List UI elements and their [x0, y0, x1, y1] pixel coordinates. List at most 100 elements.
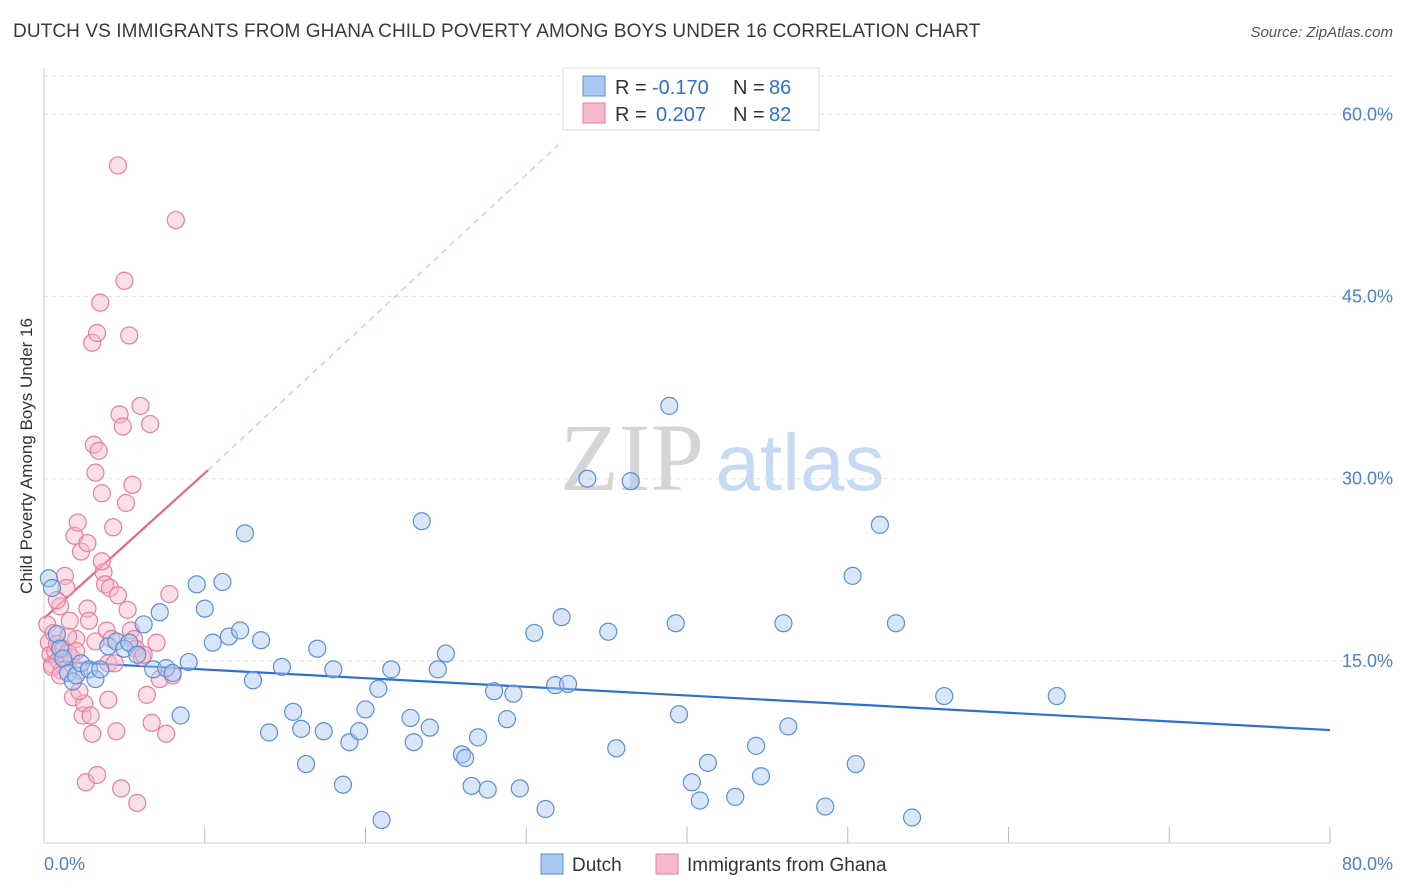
dutch-point-1	[42, 578, 62, 598]
ghana-point-24	[76, 773, 95, 792]
ghana-point-49	[116, 493, 136, 513]
dutch-point-2	[47, 625, 66, 644]
dutch-point-64	[536, 799, 555, 819]
ghana-point-72	[83, 724, 102, 743]
legend-n-value-ghana: 82	[769, 104, 791, 126]
ghana-point-32	[89, 441, 108, 460]
ghana-point-31	[87, 323, 107, 343]
dutch-point-45	[369, 679, 388, 698]
dutch-point-84	[843, 566, 862, 585]
dutch-point-53	[436, 644, 455, 663]
ghana-point-14	[60, 611, 79, 630]
dutch-point-68	[578, 469, 597, 488]
dutch-point-32	[251, 631, 271, 650]
dutch-point-57	[468, 728, 488, 747]
dutch-point-61	[504, 684, 523, 703]
ghana-point-19	[68, 513, 87, 532]
watermark-atlas: atlas	[716, 418, 885, 507]
dutch-point-40	[324, 660, 343, 679]
x-tick-label-max: 80.0%	[1342, 854, 1393, 874]
dutch-point-37	[296, 754, 316, 774]
dutch-point-59	[485, 682, 504, 701]
ghana-point-28	[83, 333, 102, 352]
trend-line-ghana	[43, 469, 209, 620]
dutch-point-78	[726, 787, 745, 806]
dutch-point-34	[272, 657, 292, 677]
dutch-point-79	[747, 736, 766, 755]
dutch-point-31	[243, 671, 263, 690]
x-tick-label-min: 0.0%	[44, 854, 85, 874]
y-axis-label: Child Poverty Among Boys Under 16	[17, 318, 36, 594]
dutch-point-18	[144, 660, 163, 679]
chart-source: Source: ZipAtlas.com	[1250, 24, 1393, 41]
watermark: ZIP atlas	[560, 404, 884, 511]
gridlines	[44, 75, 1393, 662]
y-tick-label-3: 60.0%	[1342, 104, 1393, 124]
dutch-point-3	[50, 639, 70, 658]
ghana-point-20	[70, 661, 89, 680]
dutch-points	[39, 396, 1066, 830]
dutch-point-72	[660, 396, 679, 415]
ghana-point-41	[104, 518, 123, 537]
dutch-point-29	[231, 621, 250, 640]
watermark-zip: ZIP	[560, 404, 704, 511]
ghana-point-68	[166, 210, 185, 230]
dutch-point-26	[203, 633, 222, 652]
ghana-point-66	[160, 584, 179, 604]
dutch-point-51	[420, 718, 439, 737]
legend-n-label-ghana: N =	[733, 104, 765, 126]
ghana-point-53	[123, 475, 142, 494]
legend-r-value-ghana: 0.207	[656, 104, 706, 126]
dutch-point-75	[682, 773, 701, 792]
ghana-point-34	[92, 484, 111, 503]
dutch-point-10	[86, 669, 105, 689]
ghana-point-12	[57, 578, 76, 598]
bottom-legend-swatch-ghana	[655, 853, 679, 875]
dutch-point-17	[134, 615, 153, 634]
ghana-point-63	[147, 633, 166, 652]
legend-r-value-dutch: -0.170	[652, 77, 709, 99]
trend-lines	[43, 144, 1331, 732]
ghana-point-27	[81, 706, 100, 725]
dutch-point-33	[259, 723, 279, 742]
dutch-point-44	[356, 700, 375, 719]
dutch-point-67	[558, 674, 578, 694]
trend-line-dutch	[43, 659, 1331, 732]
ghana-point-29	[84, 435, 103, 454]
ghana-point-61	[140, 414, 160, 434]
dutch-point-63	[525, 623, 544, 643]
legend-n-value-dutch: 86	[769, 77, 791, 99]
dutch-point-73	[666, 614, 685, 633]
dutch-point-19	[150, 603, 169, 622]
dutch-point-76	[690, 791, 709, 810]
dutch-point-70	[607, 739, 626, 758]
dutch-point-81	[774, 614, 793, 633]
dutch-point-66	[552, 608, 571, 627]
y-tick-label-2: 45.0%	[1342, 287, 1393, 307]
bottom-legend-label-dutch: Dutch	[572, 855, 622, 876]
dutch-point-43	[349, 722, 369, 741]
dutch-point-80	[751, 767, 771, 786]
dutch-point-85	[846, 754, 865, 774]
bottom-legend-label-ghana: Immigrants from Ghana	[687, 855, 887, 876]
dutch-point-90	[1047, 686, 1066, 706]
dutch-point-39	[314, 722, 333, 741]
dutch-point-49	[404, 733, 423, 752]
dutch-point-86	[870, 515, 890, 534]
ghana-point-50	[118, 600, 137, 619]
dutch-point-25	[195, 599, 214, 618]
dutch-point-65	[546, 676, 565, 695]
legend-swatch-dutch	[582, 75, 606, 97]
ghana-point-46	[112, 779, 131, 798]
dutch-point-58	[478, 780, 497, 799]
dutch-point-74	[669, 705, 689, 724]
dutch-point-69	[599, 622, 618, 641]
ghana-point-33	[91, 293, 110, 312]
dutch-point-46	[372, 810, 391, 830]
legend-n-label-dutch: N =	[733, 77, 765, 99]
dutch-point-83	[816, 797, 835, 816]
dutch-point-82	[779, 717, 798, 736]
dutch-point-62	[510, 779, 529, 798]
dutch-point-41	[333, 775, 353, 794]
top-legend-box	[562, 67, 820, 131]
